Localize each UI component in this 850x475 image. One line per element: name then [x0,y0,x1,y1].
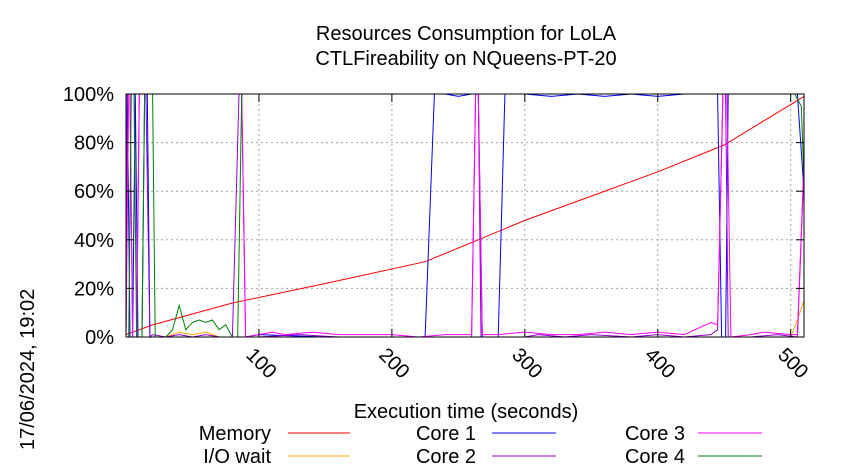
y-axis-ticks: 0% 20% 40% 60% 80% 100% [63,84,804,349]
legend-label-core-1: Core 1 [416,423,476,445]
legend-label-core-3: Core 3 [625,423,685,445]
x-tick-label: 100 [241,344,280,383]
series-lines [125,93,805,339]
legend-label-i-o-wait: I/O wait [203,446,271,468]
x-tick-label: 300 [507,344,546,383]
timestamp-label: 17/06/2024, 19:02 [17,289,39,450]
series-line-core-4 [126,93,805,338]
series-line-memory [125,95,805,336]
y-tick-label: 60% [74,181,114,203]
legend-label-core-4: Core 4 [625,446,685,468]
legend-label-core-2: Core 2 [416,446,476,468]
series-line-core-1 [125,93,805,338]
series-line-core-2 [125,93,805,339]
y-tick-label: 20% [74,278,114,300]
chart-subtitle: CTLFireability on NQueens-PT-20 [315,48,616,70]
chart-title: Resources Consumption for LoLA [316,23,617,45]
y-tick-label: 0% [85,327,114,349]
legend-label-memory: Memory [199,423,271,445]
y-tick-label: 80% [74,133,114,155]
y-tick-label: 40% [74,230,114,252]
series-line-i-o-wait [126,300,805,338]
x-tick-label: 400 [640,344,679,383]
x-tick-label: 200 [374,344,413,383]
plot-frame [125,93,805,338]
series-line-core-3 [125,93,805,338]
grid [126,94,804,337]
x-tick-label: 500 [773,344,812,383]
x-axis-label: Execution time (seconds) [354,401,579,423]
y-tick-label: 100% [63,84,114,106]
